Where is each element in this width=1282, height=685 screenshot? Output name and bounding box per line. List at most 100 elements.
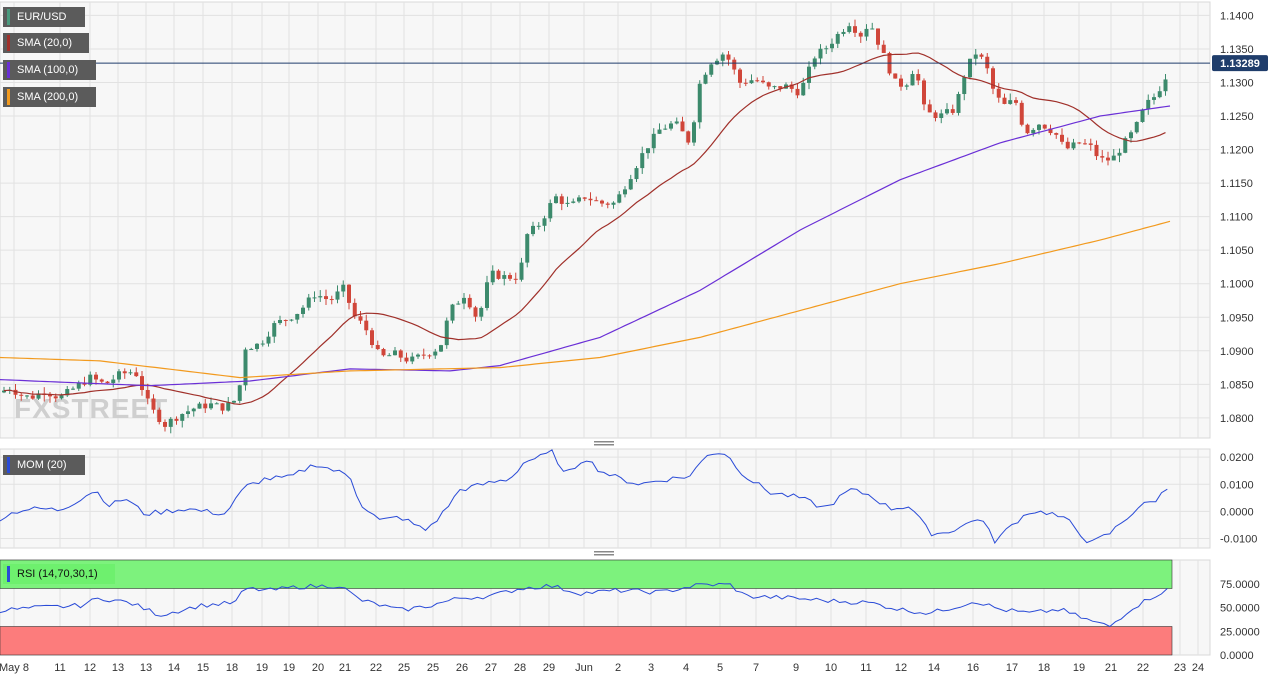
candle-body	[352, 302, 357, 317]
candle-body	[818, 48, 823, 59]
x-tick-label: 18	[1038, 662, 1050, 674]
candle-body	[686, 131, 691, 143]
candle-body	[807, 66, 811, 83]
legend-sma100-swatch	[7, 62, 10, 78]
candle-body	[508, 275, 512, 279]
mom-tick-label: -0.0100	[1220, 534, 1257, 546]
candle-body	[628, 179, 633, 190]
candle-body	[232, 400, 236, 403]
x-tick-label: 11	[860, 662, 871, 674]
legend-eurusd-label: EUR/USD	[17, 11, 67, 23]
candle-body	[1042, 124, 1047, 129]
candle-body	[611, 202, 616, 205]
x-tick-label: 26	[456, 662, 468, 674]
candle-body	[462, 297, 466, 304]
candle-body	[59, 395, 64, 399]
candle-body	[899, 78, 903, 87]
candle-body	[858, 32, 863, 37]
candle-body	[824, 48, 829, 50]
candle-body	[640, 153, 645, 169]
candle-body	[881, 44, 886, 53]
candle-body	[697, 83, 702, 123]
candle-body	[1129, 132, 1133, 139]
y-tick-label: 1.1000	[1220, 279, 1254, 291]
candle-body	[13, 389, 18, 395]
candle-body	[1106, 157, 1110, 161]
legend-sma20[interactable]: SMA (20,0)	[3, 33, 89, 53]
candle-body	[19, 394, 24, 396]
candle-body	[255, 343, 259, 349]
candle-body	[663, 128, 668, 130]
mom-title[interactable]: MOM (20)	[3, 455, 85, 475]
splitter-grip	[594, 551, 614, 553]
candle-body	[577, 197, 581, 202]
x-tick-label: 21	[339, 662, 351, 674]
x-tick-label: 5	[717, 662, 723, 674]
legend-eurusd[interactable]: EUR/USD	[3, 7, 85, 27]
candle-body	[416, 354, 420, 357]
candle-body	[939, 113, 944, 119]
last-price-text: 1.13289	[1220, 58, 1260, 70]
candle-body	[1146, 99, 1151, 110]
candle-body	[761, 80, 765, 83]
candle-body	[525, 234, 530, 263]
candle-body	[341, 284, 346, 292]
candle-body	[88, 374, 93, 385]
x-tick-label: 27	[485, 662, 497, 674]
x-tick-label: May 8	[0, 662, 29, 674]
rsi-tick-label: 25.0000	[1220, 626, 1260, 638]
x-tick-label: 15	[197, 662, 209, 674]
x-tick-label: 3	[648, 662, 654, 674]
candles	[2, 19, 1168, 434]
candle-body	[582, 197, 587, 199]
candle-body	[1094, 144, 1099, 157]
y-tick-label: 1.1400	[1220, 10, 1254, 22]
candle-body	[968, 58, 972, 78]
candle-body	[870, 28, 875, 30]
candle-body	[634, 168, 639, 180]
rsi-title[interactable]: RSI (14,70,30,1)	[3, 564, 115, 584]
candle-body	[174, 418, 179, 421]
candle-body	[1140, 109, 1145, 122]
candle-body	[674, 121, 679, 124]
splitter-grip	[594, 444, 614, 446]
x-tick-label: 12	[84, 662, 96, 674]
candle-body	[835, 33, 840, 44]
y-tick-label: 1.0900	[1220, 346, 1254, 358]
candle-body	[1054, 133, 1059, 135]
candle-body	[830, 43, 834, 49]
legend-sma100[interactable]: SMA (100,0)	[3, 60, 96, 80]
legend-sma200[interactable]: SMA (200,0)	[3, 87, 96, 107]
candle-body	[364, 320, 369, 331]
candle-body	[220, 403, 225, 411]
legend-eurusd-swatch	[7, 9, 10, 25]
rsi-title-swatch	[7, 566, 10, 582]
candle-body	[1100, 156, 1105, 158]
candle-body	[1065, 141, 1070, 149]
candle-body	[191, 408, 196, 412]
mom-title-label: MOM (20)	[17, 459, 67, 471]
x-tick-label: Jun	[575, 662, 593, 674]
candle-body	[692, 122, 696, 143]
candle-body	[623, 189, 627, 195]
candle-body	[168, 418, 173, 427]
candle-body	[122, 371, 127, 374]
x-tick-label: 20	[312, 662, 324, 674]
x-tick-label: 19	[283, 662, 295, 674]
x-tick-label: 19	[1073, 662, 1085, 674]
candle-body	[795, 88, 800, 96]
candle-body	[1037, 124, 1041, 130]
candle-body	[732, 59, 737, 70]
rsi-overbought-band	[0, 559, 1173, 589]
candle-body	[140, 376, 144, 390]
legend-sma20-swatch	[7, 35, 10, 51]
candle-body	[1157, 91, 1162, 98]
candle-body	[812, 58, 817, 67]
mom-panel-bg	[0, 448, 1211, 549]
candle-body	[755, 80, 760, 82]
candle-body	[680, 121, 685, 132]
y-tick-label: 1.0800	[1220, 413, 1254, 425]
candle-body	[71, 388, 75, 390]
candle-body	[996, 88, 1001, 98]
